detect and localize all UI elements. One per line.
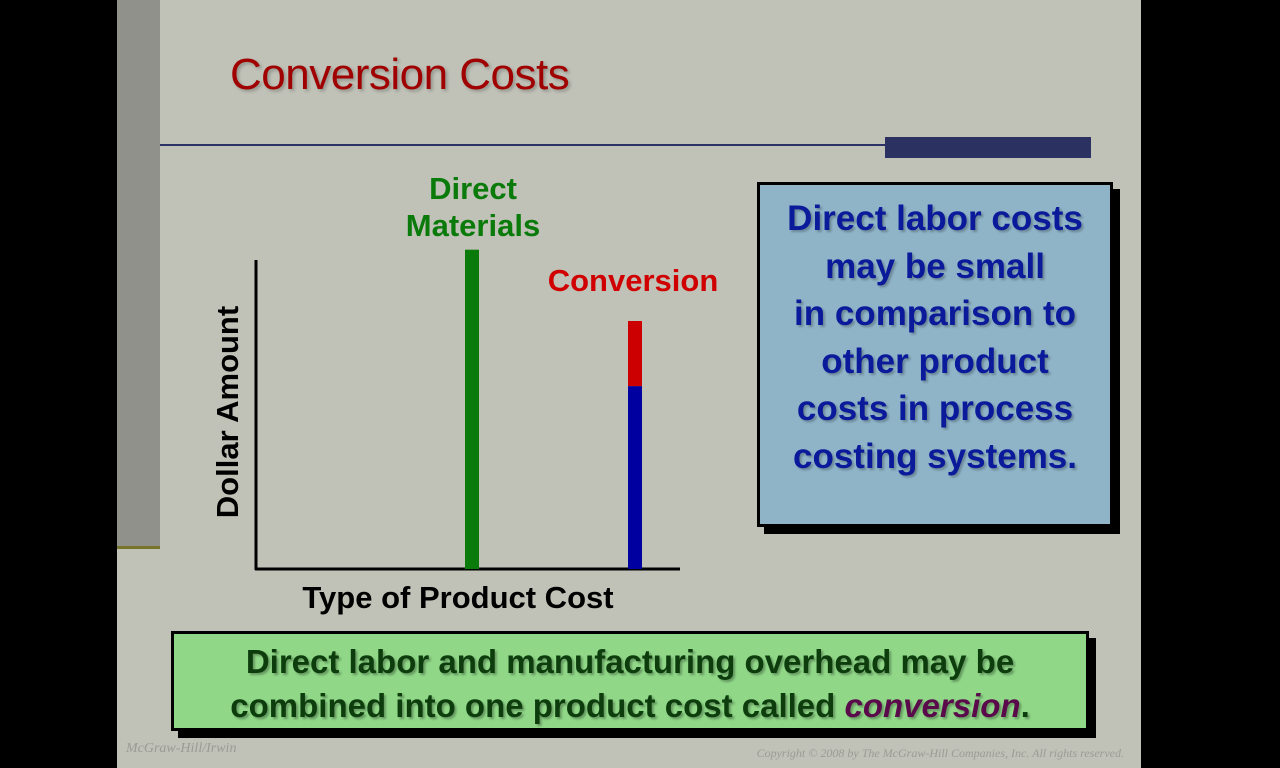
callout-line: costing systems. <box>793 436 1077 476</box>
title-divider <box>160 144 886 146</box>
note-text: Direct labor and manufacturing overhead … <box>230 643 1015 724</box>
note-emphasis: conversion <box>844 687 1021 724</box>
title-divider-block <box>885 137 1091 158</box>
copyright-footer: Copyright © 2008 by The McGraw-Hill Comp… <box>756 746 1124 760</box>
note-box: Direct labor and manufacturing overhead … <box>171 631 1089 731</box>
callout-line: in comparison to <box>794 294 1076 333</box>
publisher-footer: McGraw-Hill/Irwin <box>126 741 237 756</box>
callout-line: other product <box>821 341 1049 381</box>
slide-side-bar <box>117 0 160 549</box>
callout-line: costs in process <box>796 389 1074 428</box>
callout-box: Direct labor costs may be small in compa… <box>757 182 1113 527</box>
callout-line: may be small <box>825 246 1045 286</box>
note-end: . <box>1020 687 1030 724</box>
slide-title: Conversion Costs <box>230 50 570 99</box>
callout-line: Direct labor costs <box>787 199 1083 238</box>
